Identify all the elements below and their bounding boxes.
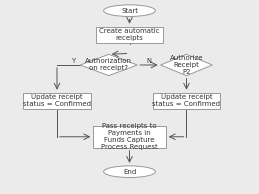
Text: Y: Y: [72, 59, 76, 64]
Text: Update receipt
status = Confirmed: Update receipt status = Confirmed: [153, 94, 220, 107]
FancyBboxPatch shape: [93, 126, 166, 148]
Text: Start: Start: [121, 8, 138, 14]
Text: Update receipt
status = Confirmed: Update receipt status = Confirmed: [23, 94, 91, 107]
Polygon shape: [161, 54, 212, 76]
Text: End: End: [123, 169, 136, 175]
FancyBboxPatch shape: [96, 27, 163, 43]
FancyBboxPatch shape: [23, 93, 91, 109]
Text: Pass receipts to
Payments in
Funds Capture
Process Request: Pass receipts to Payments in Funds Captu…: [101, 123, 158, 150]
Text: Authorize
Receipt
P2: Authorize Receipt P2: [170, 55, 203, 75]
Polygon shape: [80, 54, 137, 76]
Text: N: N: [147, 58, 151, 64]
Text: Create automatic
receipts: Create automatic receipts: [99, 28, 160, 42]
Ellipse shape: [104, 5, 155, 16]
Text: Authorization
on receipt?: Authorization on receipt?: [85, 58, 132, 72]
Ellipse shape: [104, 166, 155, 178]
FancyBboxPatch shape: [153, 93, 220, 109]
